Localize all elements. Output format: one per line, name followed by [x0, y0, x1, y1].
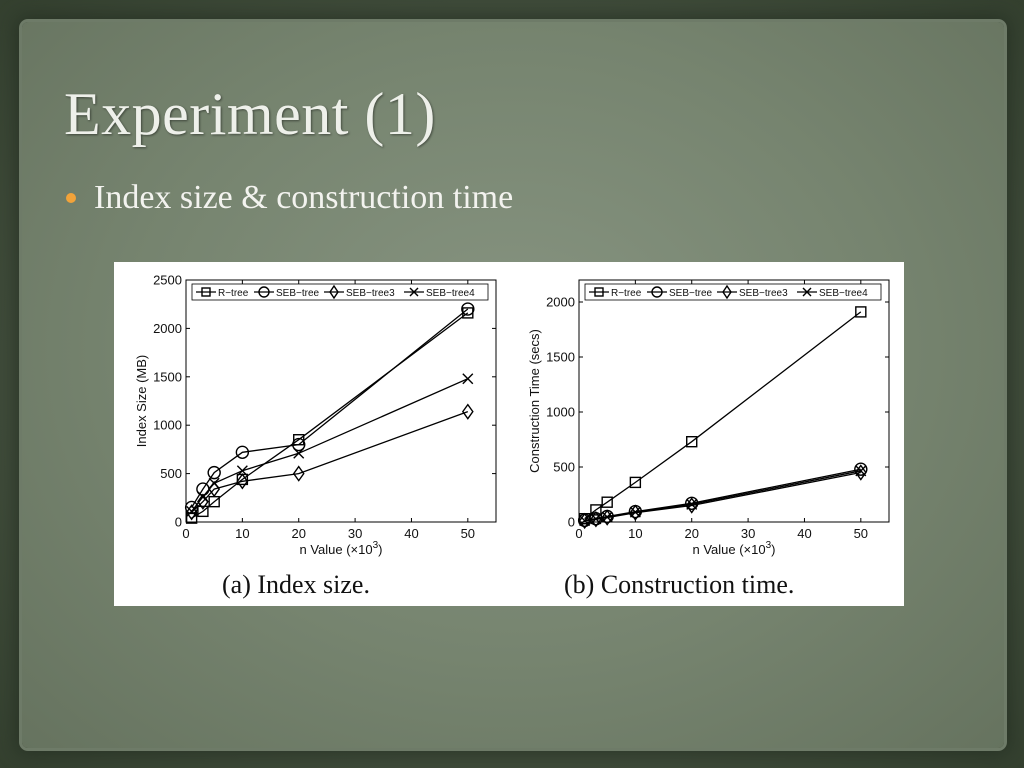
series-b-3: [579, 465, 867, 527]
legend-marker-a: [409, 287, 419, 297]
y-tick-label-a: 1000: [153, 418, 182, 433]
x-tick-label-a: 0: [182, 526, 189, 541]
legend-marker-a: [201, 287, 211, 297]
y-tick-label-a: 0: [175, 515, 182, 530]
data-point-b: [686, 435, 698, 448]
data-point-a: [292, 465, 305, 482]
data-point-b: [579, 515, 591, 527]
slide-title: Experiment (1): [64, 81, 436, 147]
data-point-a: [208, 477, 220, 489]
data-point-a: [185, 504, 198, 521]
x-tick-label-b: 40: [797, 526, 811, 541]
y-tick-label-a: 500: [160, 466, 182, 481]
data-point-a: [197, 491, 209, 503]
data-point-a: [197, 505, 209, 518]
bullet-text: Index size & construction time: [94, 179, 514, 216]
legend-label-a: R−tree: [218, 288, 249, 299]
data-point-b: [629, 476, 642, 489]
legend-marker-a: [258, 286, 270, 298]
series-line-a: [191, 312, 469, 519]
data-point-b: [629, 504, 642, 521]
data-point-b: [601, 511, 613, 523]
x-tick-label-b: 0: [575, 526, 582, 541]
x-tick-label-b: 30: [741, 526, 755, 541]
legend-label-b: R−tree: [611, 288, 642, 299]
x-tick-label-a: 20: [291, 526, 305, 541]
data-point-b: [590, 504, 602, 516]
data-point-b: [629, 506, 641, 518]
data-point-b: [590, 513, 602, 525]
legend-marker-b: [594, 287, 604, 297]
series-line-a: [191, 308, 469, 508]
data-point-b: [854, 462, 868, 476]
caption-b: (b) Construction time.: [564, 570, 795, 599]
x-tick-label-a: 30: [348, 526, 362, 541]
data-point-b: [601, 509, 614, 526]
y-axis-label-b: Construction Time (secs): [527, 329, 542, 473]
legend-label-a: SEB−tree4: [426, 288, 475, 299]
x-axis-label-b: n Value (×103): [692, 540, 775, 557]
x-tick-label-b: 50: [854, 526, 868, 541]
data-point-a: [461, 302, 475, 316]
series-line-a: [191, 410, 469, 513]
y-tick-label-b: 500: [553, 460, 575, 475]
series-a-2: [185, 403, 474, 521]
series-line-b: [584, 311, 862, 520]
data-point-a: [292, 437, 306, 452]
legend-label-b: SEB−tree: [669, 288, 713, 299]
x-tick-label-a: 50: [461, 526, 475, 541]
plot-area-b: [578, 279, 890, 523]
y-tick-label-a: 2000: [153, 321, 182, 336]
data-point-a: [236, 473, 249, 490]
data-point-b: [854, 464, 867, 481]
x-tick-label-b: 10: [628, 526, 642, 541]
data-point-a: [186, 505, 198, 517]
data-point-b: [855, 465, 867, 477]
data-point-b: [686, 498, 698, 510]
legend-marker-b: [651, 286, 663, 298]
data-point-a: [461, 403, 474, 420]
legend-marker-b: [722, 284, 732, 300]
series-a-3: [186, 373, 474, 517]
x-tick-label-b: 20: [684, 526, 698, 541]
legend-label-a: SEB−tree3: [346, 288, 395, 299]
y-tick-label-b: 1000: [546, 405, 575, 420]
x-tick-label-a: 40: [404, 526, 418, 541]
legend-label-a: SEB−tree: [276, 288, 320, 299]
caption-a: (a) Index size.: [222, 570, 370, 599]
y-tick-label-b: 2000: [546, 295, 575, 310]
y-tick-label-b: 0: [568, 515, 575, 530]
plot-area-a: [185, 279, 497, 523]
bullet-item: Index size & construction time: [64, 176, 513, 220]
y-tick-label-a: 1500: [153, 369, 182, 384]
legend-marker-a: [329, 284, 339, 300]
legend-marker-b: [802, 287, 812, 297]
data-point-a: [462, 373, 474, 385]
x-tick-label-a: 10: [235, 526, 249, 541]
y-tick-label-a: 2500: [153, 273, 182, 288]
data-point-b: [855, 306, 867, 318]
data-point-a: [293, 447, 305, 459]
data-point-b: [578, 512, 591, 530]
y-axis-label-a: Index Size (MB): [134, 355, 149, 447]
data-point-a: [235, 445, 250, 460]
series-line-b: [584, 470, 861, 522]
series-a-1: [184, 302, 475, 515]
legend-a: R−tree SEB−tree SEB−tree3 SEB−tree4: [191, 283, 489, 301]
legend-b: R−tree SEB−tree SEB−tree3 SEB−tree4: [584, 283, 882, 301]
legend-label-b: SEB−tree4: [819, 288, 868, 299]
figure: 0 10 20 30 40 50 0 500 1000 1500 2000 2500 n Value (…: [114, 262, 904, 606]
data-point-a: [207, 465, 221, 480]
data-point-a: [236, 465, 248, 477]
data-point-b: [590, 511, 602, 528]
y-tick-label-b: 1500: [546, 350, 575, 365]
bullet-dot-icon: [66, 193, 76, 203]
legend-label-b: SEB−tree3: [739, 288, 788, 299]
data-point-b: [601, 496, 613, 508]
x-axis-label-a: n Value (×103): [299, 540, 382, 557]
